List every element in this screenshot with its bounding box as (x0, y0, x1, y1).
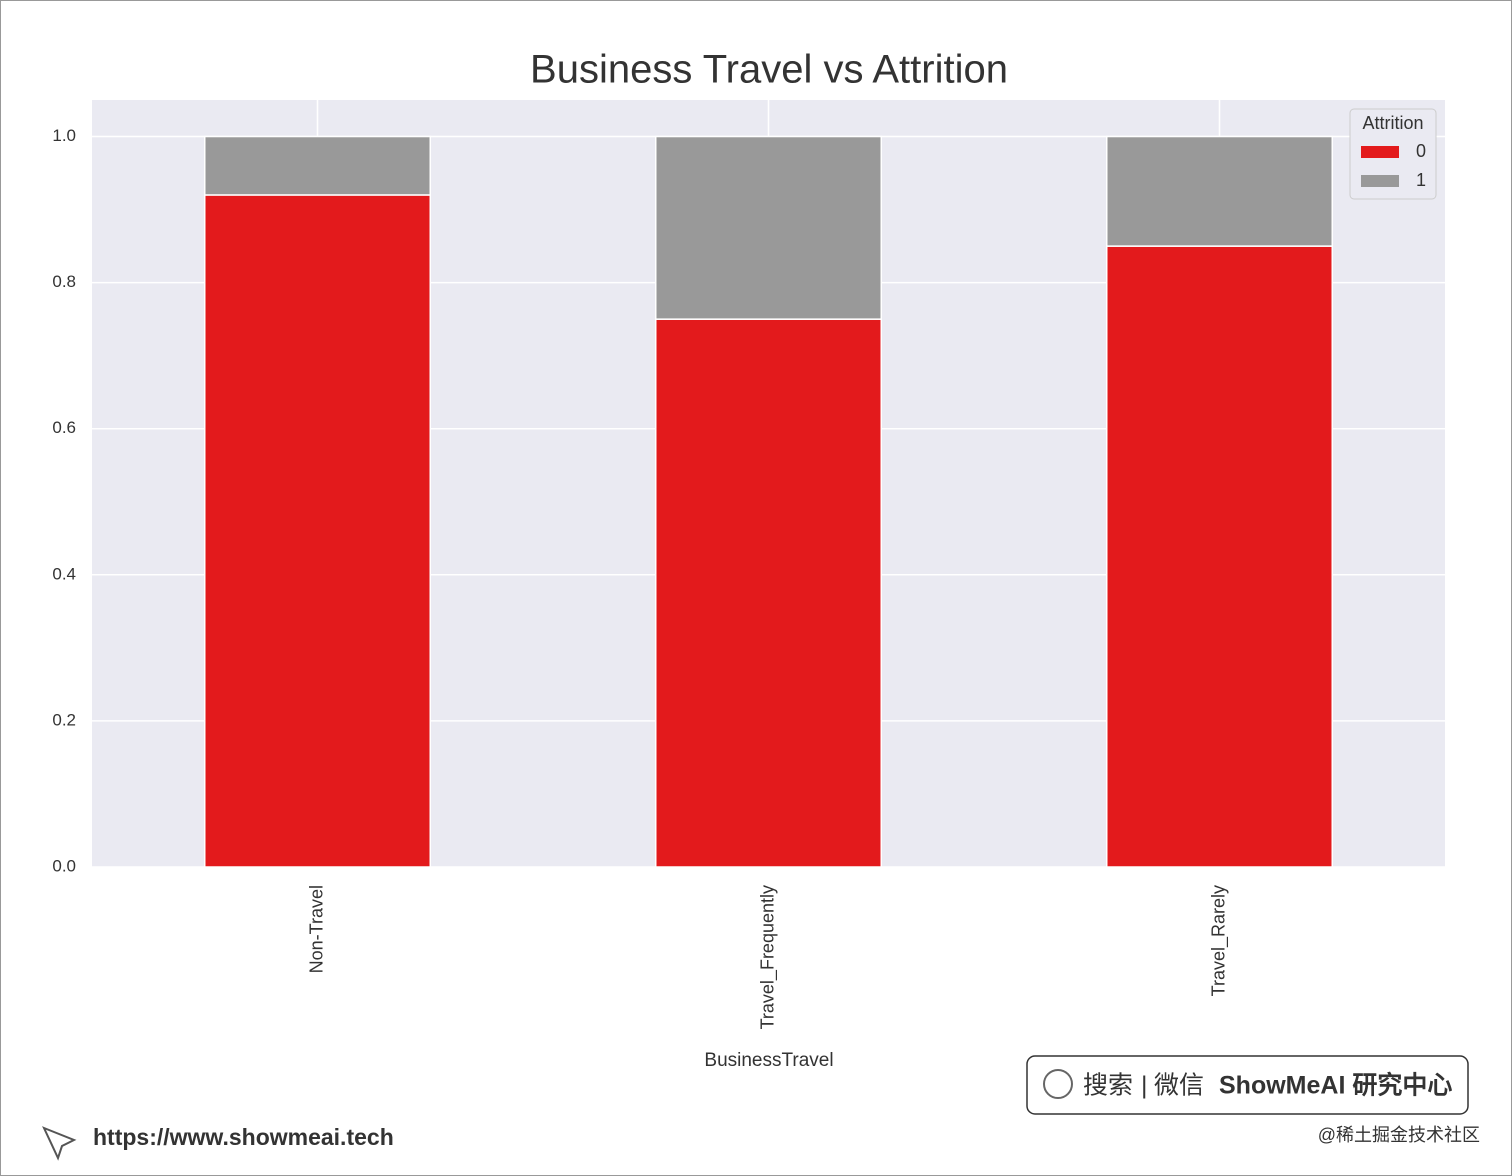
search-text: 搜索 (1083, 1072, 1133, 1100)
url-text: https://www.showmeai.tech (93, 1124, 394, 1150)
search-icon (1043, 1069, 1073, 1099)
bar-segment (1106, 245, 1333, 868)
legend: Attrition 0 1 (1349, 108, 1437, 200)
brand-text: ShowMeAI 研究中心 (1219, 1071, 1452, 1100)
logo-icon (42, 1126, 77, 1161)
y-tick-label: 1.0 (52, 126, 76, 145)
y-tick-label: 0.0 (52, 856, 76, 875)
x-axis-label: BusinessTravel (704, 1050, 833, 1071)
footer: 搜索 | 微信 ShowMeAI 研究中心 https://www.showme… (42, 1055, 1480, 1161)
bar-segment (655, 318, 882, 868)
bar-segment (1106, 135, 1333, 247)
credit-text: @稀土掘金技术社区 (1318, 1125, 1480, 1145)
separator: | (1141, 1072, 1148, 1100)
x-tick-label: Travel_Frequently (757, 885, 778, 1029)
bar-segment (204, 194, 431, 868)
legend-swatch (1361, 175, 1399, 187)
wechat-text: 微信 (1154, 1072, 1204, 1100)
legend-label: 1 (1416, 170, 1426, 190)
search-box (1026, 1055, 1469, 1115)
x-tick-label: Non-Travel (306, 885, 326, 973)
y-tick-label: 0.6 (52, 418, 76, 437)
y-tick-label: 0.8 (52, 272, 76, 291)
chart-title: Business Travel vs Attrition (530, 48, 1008, 92)
legend-title: Attrition (1362, 113, 1423, 133)
legend-label: 0 (1416, 141, 1426, 161)
bar-segment (204, 135, 431, 196)
bar-segment (655, 135, 882, 320)
y-tick-label: 0.4 (52, 564, 76, 583)
x-tick-label: Travel_Rarely (1208, 885, 1229, 996)
y-tick-label: 0.2 (52, 710, 76, 729)
legend-swatch (1361, 146, 1399, 158)
